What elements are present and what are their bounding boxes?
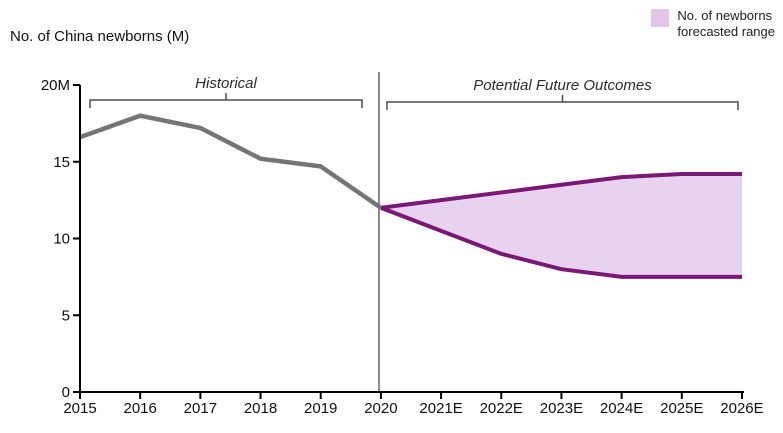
x-tick-label: 2015 xyxy=(63,400,96,417)
x-tick-label: 2021E xyxy=(419,400,462,417)
x-tick-label: 2024E xyxy=(600,400,643,417)
y-tick-label: 10 xyxy=(53,231,70,248)
legend: No. of newborns forecasted range xyxy=(651,8,775,40)
x-tick-label: 2026E xyxy=(720,400,763,417)
x-tick-label: 2020 xyxy=(364,400,397,417)
x-tick-label: 2018 xyxy=(244,400,277,417)
legend-label-line1: No. of newborns xyxy=(677,8,773,23)
y-tick-label: 5 xyxy=(62,307,70,324)
legend-label-line2: forecasted range xyxy=(677,24,775,39)
forecast-upper-line xyxy=(380,172,742,210)
historical-bracket xyxy=(89,93,363,108)
future-bracket xyxy=(386,95,739,110)
x-tick-label: 2023E xyxy=(540,400,583,417)
x-tick-label: 2019 xyxy=(304,400,337,417)
y-tick-label: 20M xyxy=(41,77,70,94)
forecast-lower-line xyxy=(380,205,742,279)
historical-label: Historical xyxy=(195,75,257,92)
legend-label: No. of newborns forecasted range xyxy=(677,8,775,40)
forecast-band-fill xyxy=(380,174,742,277)
historical-line xyxy=(79,113,383,210)
y-tick-label: 0 xyxy=(62,384,70,401)
y-tick-label: 15 xyxy=(53,154,70,171)
x-tick-label: 2017 xyxy=(184,400,217,417)
x-tick-label: 2016 xyxy=(123,400,156,417)
chart-title: No. of China newborns (M) xyxy=(10,28,190,45)
legend-swatch-forecast-range xyxy=(651,9,670,27)
future-label: Potential Future Outcomes xyxy=(473,77,652,94)
x-tick-label: 2025E xyxy=(660,400,703,417)
x-tick-label: 2022E xyxy=(480,400,523,417)
